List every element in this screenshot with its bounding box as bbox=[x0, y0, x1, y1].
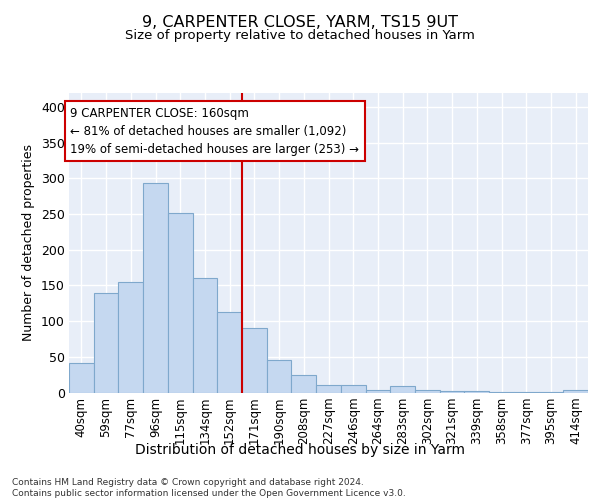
Text: Size of property relative to detached houses in Yarm: Size of property relative to detached ho… bbox=[125, 28, 475, 42]
Bar bbox=[193, 278, 217, 392]
Bar bbox=[217, 312, 242, 392]
Text: 9 CARPENTER CLOSE: 160sqm
← 81% of detached houses are smaller (1,092)
19% of se: 9 CARPENTER CLOSE: 160sqm ← 81% of detac… bbox=[70, 107, 359, 156]
Text: 9, CARPENTER CLOSE, YARM, TS15 9UT: 9, CARPENTER CLOSE, YARM, TS15 9UT bbox=[142, 15, 458, 30]
Bar bbox=[292, 374, 316, 392]
Bar bbox=[390, 386, 415, 392]
Y-axis label: Number of detached properties: Number of detached properties bbox=[22, 144, 35, 341]
Bar bbox=[341, 384, 365, 392]
Bar bbox=[316, 386, 341, 392]
Bar bbox=[118, 282, 143, 393]
Bar bbox=[242, 328, 267, 392]
Bar bbox=[415, 390, 440, 392]
Bar bbox=[94, 292, 118, 392]
Text: Distribution of detached houses by size in Yarm: Distribution of detached houses by size … bbox=[135, 443, 465, 457]
Bar bbox=[440, 391, 464, 392]
Bar bbox=[143, 183, 168, 392]
Text: Contains HM Land Registry data © Crown copyright and database right 2024.
Contai: Contains HM Land Registry data © Crown c… bbox=[12, 478, 406, 498]
Bar bbox=[365, 390, 390, 392]
Bar bbox=[464, 391, 489, 392]
Bar bbox=[168, 212, 193, 392]
Bar bbox=[267, 360, 292, 392]
Bar bbox=[563, 390, 588, 392]
Bar bbox=[69, 362, 94, 392]
